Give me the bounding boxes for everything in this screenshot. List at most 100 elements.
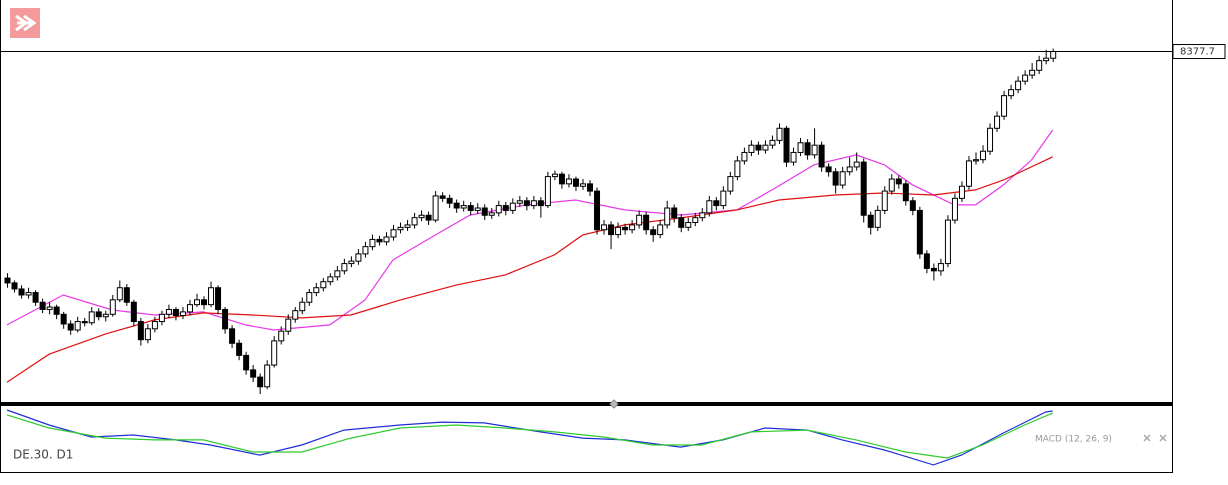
candle-body [278, 330, 285, 342]
candle-body [895, 178, 902, 185]
candle-body [579, 183, 586, 187]
candle-body [292, 310, 299, 320]
candle-body [453, 202, 460, 209]
candle-body [909, 200, 916, 211]
candle-body [172, 308, 179, 317]
candle-body [285, 318, 292, 332]
candle-body [67, 323, 74, 331]
indicator-line [6, 412, 1053, 459]
candle-body [116, 287, 123, 301]
candle-body [299, 301, 306, 312]
candle-body [334, 270, 341, 278]
candle-body [165, 308, 172, 315]
candle-body [1029, 69, 1036, 76]
candle-body [937, 263, 944, 272]
candle-body [53, 306, 60, 315]
candle-body [397, 226, 404, 231]
candle-body [523, 200, 530, 207]
candle-body [713, 200, 720, 207]
candle-body [930, 267, 937, 272]
candle-body [362, 246, 369, 255]
candle-body [1043, 57, 1050, 62]
candle-body [629, 224, 636, 231]
candle-body [544, 176, 551, 207]
candle-body [951, 197, 958, 221]
candle-body [558, 173, 565, 185]
candle-body [320, 281, 327, 289]
candle-body [236, 342, 243, 356]
candle-body [755, 144, 762, 151]
candle-body [250, 369, 257, 378]
candle-body [4, 277, 11, 284]
candle-body [643, 214, 650, 231]
candle-body [846, 166, 853, 173]
candle-body [495, 205, 502, 214]
candle-body [902, 183, 909, 202]
candle-body [727, 176, 734, 192]
candle-body [271, 340, 278, 366]
candle-body [804, 142, 811, 156]
candle-body [748, 144, 755, 153]
candle-body [776, 127, 783, 141]
indicator-icons[interactable] [1143, 434, 1167, 442]
candle-body [537, 200, 544, 207]
candle-body [137, 321, 144, 341]
candle-body [664, 207, 671, 226]
candle-body [1022, 74, 1029, 82]
candle-body [811, 144, 818, 156]
candle-body [376, 238, 383, 243]
candle-body [509, 202, 516, 211]
candle-body [123, 287, 130, 303]
last-price-label: 8377.7 [1180, 47, 1215, 58]
candle-body [81, 321, 88, 324]
candle-body [74, 321, 81, 331]
candle-body [11, 282, 18, 290]
candle-body [425, 214, 432, 221]
candle-body [229, 328, 236, 344]
candle-body [657, 224, 664, 236]
candle-body [987, 127, 994, 152]
candle-body [790, 151, 797, 163]
candle-body [699, 212, 706, 219]
candle-body [972, 159, 979, 162]
candle-body [390, 229, 397, 238]
candle-body [194, 299, 201, 306]
candle-body [622, 226, 629, 231]
line-layer [6, 129, 1054, 466]
candle-body [867, 214, 874, 228]
candle-body [916, 209, 923, 255]
candle-body [257, 376, 264, 388]
candle-body [369, 238, 376, 248]
moving-average-line [6, 129, 1054, 331]
candle-body [818, 144, 825, 168]
candle-body [25, 292, 32, 296]
candle-body [348, 260, 355, 265]
indicator-line [6, 409, 1053, 466]
candle-body [671, 207, 678, 219]
separator-handle[interactable] [609, 399, 619, 409]
logo-mark [15, 14, 37, 32]
candle-body [601, 224, 608, 231]
candle-body [1008, 89, 1015, 97]
candle-body [1036, 60, 1043, 71]
candle-body [39, 301, 46, 310]
candle-body [734, 160, 741, 178]
candle-body [502, 205, 509, 211]
candle-body [46, 306, 53, 310]
candle-body [327, 276, 334, 283]
candle-body [530, 200, 537, 207]
candle-body [201, 299, 208, 306]
candle-body [565, 178, 572, 185]
candle-body [832, 171, 839, 186]
candle-body [615, 226, 622, 236]
candle-body [404, 224, 411, 228]
candle-body [243, 354, 250, 371]
candle-body [762, 144, 769, 151]
candle-body [839, 171, 846, 186]
candle-body [32, 292, 39, 303]
candle-body [888, 178, 895, 192]
candle-body [551, 173, 558, 178]
